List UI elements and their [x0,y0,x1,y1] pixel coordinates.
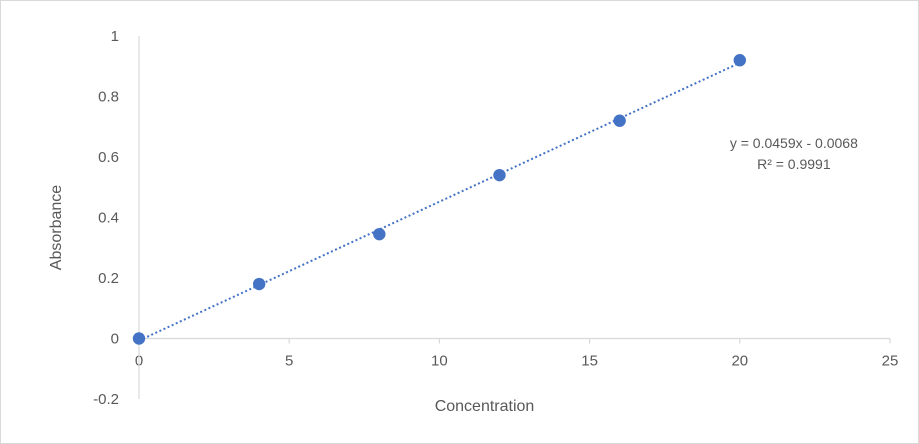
y-axis-title: Absorbance [48,185,65,270]
y-tick-labels: -0.2 0 0.2 0.4 0.6 0.8 1 [93,28,119,408]
y-tick-label: 0.6 [98,149,119,166]
x-tick-labels: 0510152025 [135,353,899,370]
y-tick-label: 1 [111,28,119,45]
x-tick-label: 5 [285,353,293,370]
y-tick-label: 0.4 [98,210,119,227]
data-point [733,54,746,67]
trendline [138,61,741,342]
x-tick-label: 15 [581,353,598,370]
data-point [132,332,146,345]
y-tick-label: 0 [111,331,119,348]
x-tick-label: 10 [431,353,448,370]
data-point [493,168,506,182]
data-point [252,277,266,291]
data-point [373,227,386,241]
trendline-r2-label: R² = 0.9991 [757,156,831,172]
y-tick-label: 0.8 [98,89,119,106]
x-tick-label: 25 [882,353,899,370]
x-axis-title: Concentration [435,398,535,415]
x-axis-ticks [138,338,891,344]
data-points [132,54,746,345]
y-tick-label: -0.2 [93,391,119,408]
y-tick-label: 0.2 [98,270,119,287]
trendline-equation-label: y = 0.0459x - 0.0068 [730,135,858,151]
data-point [613,114,626,127]
x-tick-label: 20 [731,353,748,370]
